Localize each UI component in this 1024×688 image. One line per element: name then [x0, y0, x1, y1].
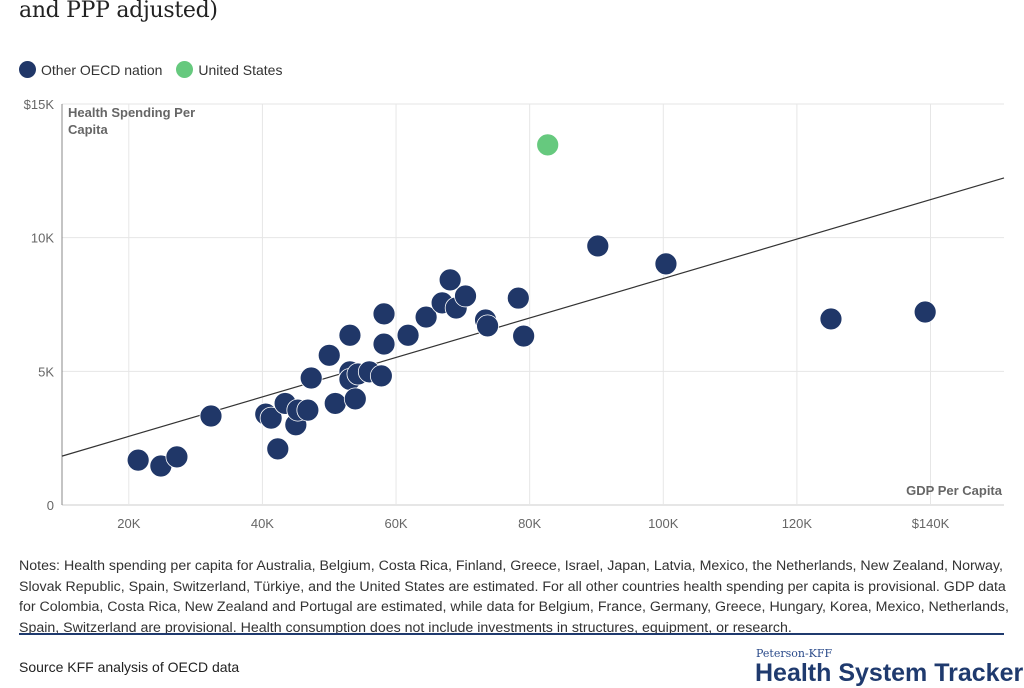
- logo-top: Peterson-KFF: [756, 647, 833, 660]
- oecd-point: [414, 305, 438, 329]
- x-axis-label: GDP Per Capita: [906, 483, 1003, 498]
- source: Source KFF analysis of OECD data: [19, 659, 240, 675]
- x-tick-label: 20K: [117, 516, 140, 531]
- oecd-point: [476, 314, 499, 338]
- oecd-point: [369, 364, 393, 388]
- oecd-point: [323, 392, 347, 415]
- legend-item-other[interactable]: Other OECD nation: [19, 61, 162, 78]
- legend-dot-icon: [176, 61, 194, 78]
- oecd-point: [338, 323, 362, 347]
- oecd-point: [512, 324, 536, 348]
- logo-main: Health System Tracker: [755, 659, 1024, 687]
- oecd-point: [506, 286, 530, 310]
- x-tick-label: 80K: [518, 516, 541, 531]
- legend-label: United States: [198, 61, 283, 78]
- divider: [19, 633, 1004, 635]
- oecd-point: [396, 323, 420, 347]
- oecd-point: [299, 366, 323, 390]
- y-tick-label: $15K: [24, 97, 55, 112]
- oecd-point: [317, 343, 341, 367]
- x-tick-label: $140K: [912, 516, 950, 531]
- x-tick-label: 40K: [251, 516, 274, 531]
- oecd-point: [454, 284, 477, 308]
- us-point: [536, 133, 560, 157]
- x-tick-label: 60K: [384, 516, 407, 531]
- oecd-point: [913, 300, 937, 324]
- oecd-point: [296, 398, 320, 422]
- oecd-point: [165, 445, 189, 469]
- oecd-point: [654, 252, 678, 276]
- oecd-point: [199, 404, 223, 428]
- oecd-point: [259, 406, 283, 430]
- oecd-point: [126, 448, 150, 472]
- legend-item-us[interactable]: United States: [176, 61, 282, 78]
- x-tick-label: 120K: [782, 516, 813, 531]
- legend-label: Other OECD nation: [41, 61, 163, 78]
- oecd-point: [819, 307, 843, 331]
- x-tick-label: 100K: [648, 516, 679, 531]
- oecd-point: [438, 268, 462, 292]
- y-axis-label: Health Spending Per Capita: [68, 105, 199, 137]
- y-axis-label-line1: Health Spending Per: [68, 105, 195, 120]
- legend-dot-icon: [19, 61, 36, 78]
- oecd-point: [372, 302, 396, 326]
- oecd-point: [266, 437, 290, 461]
- oecd-point: [586, 234, 610, 258]
- legend: Other OECD nation United States: [19, 61, 282, 78]
- oecd-point: [372, 332, 396, 356]
- notes: Notes: Health spending per capita for Au…: [19, 558, 1009, 636]
- scatter-chart: 0 5K 10K $15K 20K 40K 60K 80K 100K 120K $140K Heal…: [24, 97, 1005, 531]
- y-tick-label: 5K: [38, 364, 54, 379]
- y-tick-label: 10K: [31, 231, 54, 246]
- y-axis-label-line2: Capita: [68, 122, 109, 137]
- oecd-point: [343, 387, 367, 411]
- y-tick-label: 0: [47, 498, 54, 513]
- chart-title: and PPP adjusted): [19, 0, 218, 23]
